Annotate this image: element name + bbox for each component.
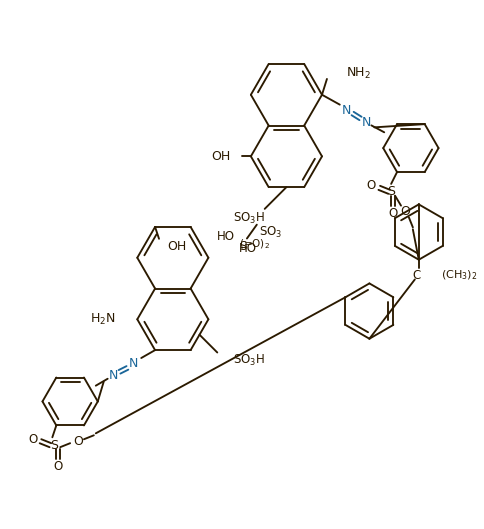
Text: (=O)$_2$: (=O)$_2$ <box>240 238 270 251</box>
Text: O: O <box>28 433 37 446</box>
Text: S: S <box>239 240 247 253</box>
Text: O: O <box>367 179 376 193</box>
Text: S: S <box>50 439 59 452</box>
Text: O: O <box>54 460 63 473</box>
Text: NH$_2$: NH$_2$ <box>346 66 371 80</box>
Text: N: N <box>342 104 351 117</box>
Text: H$_2$N: H$_2$N <box>90 312 116 327</box>
Text: O: O <box>389 207 398 220</box>
Text: N: N <box>362 116 371 129</box>
Text: N: N <box>129 358 138 370</box>
Text: S: S <box>387 185 395 198</box>
Text: HO: HO <box>217 230 235 243</box>
Text: C: C <box>413 269 421 282</box>
Text: (CH$_3$)$_2$: (CH$_3$)$_2$ <box>440 269 477 282</box>
Text: OH: OH <box>211 150 230 163</box>
Text: SO$_3$H: SO$_3$H <box>233 353 265 368</box>
Text: O: O <box>400 205 410 218</box>
Text: OH: OH <box>167 240 186 253</box>
Text: N: N <box>109 369 118 382</box>
Text: HO: HO <box>239 242 257 255</box>
Text: O: O <box>73 435 83 448</box>
Text: SO$_3$: SO$_3$ <box>259 225 282 240</box>
Text: SO$_3$H: SO$_3$H <box>233 211 265 226</box>
